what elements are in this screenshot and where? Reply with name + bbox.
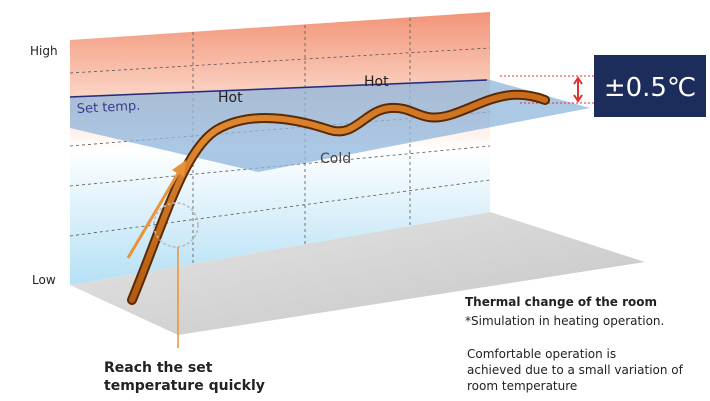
caption-description: Comfortable operation is	[467, 347, 616, 361]
low-label: Low	[32, 273, 56, 287]
callout-text: temperature quickly	[104, 378, 265, 394]
badge-text: ±0.5℃	[604, 73, 696, 103]
caption-note: *Simulation in heating operation.	[465, 314, 664, 328]
caption-description: achieved due to a small variation of	[467, 363, 684, 377]
caption-title: Thermal change of the room	[465, 295, 657, 309]
hot-label: Hot	[364, 74, 389, 90]
diagram: ±0.5℃ High Low Set temp. Hot Hot Cold Re…	[0, 0, 710, 401]
hot-label: Hot	[218, 90, 243, 106]
cold-label: Cold	[320, 151, 351, 167]
tolerance-arrow	[574, 78, 582, 101]
caption-description: room temperature	[467, 379, 577, 393]
callout-text: Reach the set	[104, 360, 213, 376]
high-label: High	[30, 44, 58, 58]
